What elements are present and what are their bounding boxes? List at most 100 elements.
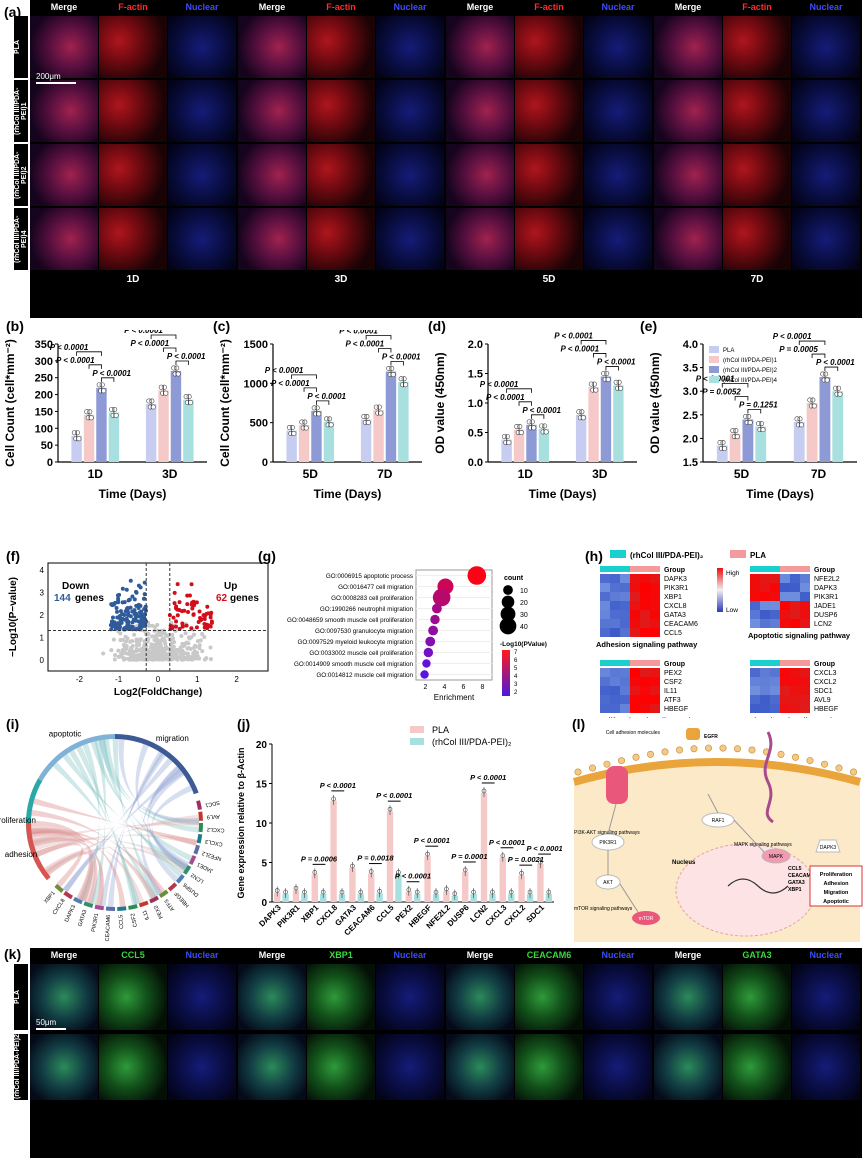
heatmap-cell	[770, 583, 780, 592]
od-chart-1d-3d: 0.0 0.5 1.0 1.5 2.0 OD value (450nm) Time (Day…	[433, 331, 637, 501]
panel-c-label: (c)	[213, 318, 231, 334]
down-point	[124, 587, 129, 592]
volcano-plot: -2 -1 0 1 2 0 1 2 3 4 Log2(FoldChange) −Log10(P−val…	[8, 562, 269, 698]
p-value-label: P < 0.0001	[271, 379, 310, 388]
membrane-bead	[690, 745, 698, 753]
heatmap-cell	[790, 583, 800, 592]
ns-point	[183, 631, 188, 636]
membrane-bead	[603, 760, 611, 768]
data-point	[580, 415, 586, 421]
membrane-bead	[617, 757, 625, 765]
channel-header: F-actin	[534, 2, 564, 12]
significance-bracket	[316, 400, 330, 405]
heatmap-cell	[600, 592, 610, 601]
micrograph-tile	[446, 16, 514, 78]
down-point	[126, 623, 131, 628]
heatmap-cell	[630, 628, 640, 637]
gene-arc	[182, 865, 192, 875]
gene-arc	[196, 800, 202, 810]
x-tick-label: 4	[443, 684, 447, 691]
micrograph-tile	[792, 16, 860, 78]
ns-point	[154, 649, 159, 654]
gene-label: DAPK3	[64, 904, 77, 923]
ns-point	[150, 634, 155, 639]
chord-ribbon	[76, 745, 138, 906]
data-point	[76, 436, 82, 442]
micrograph-tile	[30, 144, 98, 206]
heatmap-cell	[620, 610, 630, 619]
heatmap-cell	[630, 704, 640, 713]
heatmap-cell	[760, 592, 770, 601]
heatmap-cell	[760, 619, 770, 628]
ns-point	[149, 642, 154, 647]
go-bubble	[430, 614, 440, 625]
chord-ribbon	[147, 770, 185, 883]
gene-label: DUSP6	[182, 881, 200, 897]
group-bar	[800, 566, 810, 572]
micrograph-tile	[168, 1034, 236, 1100]
up-point	[174, 604, 179, 609]
channel-header: CEACAM6	[526, 950, 572, 960]
up-point	[172, 590, 177, 595]
gene-label: AVL9	[207, 813, 220, 820]
data-point	[87, 409, 93, 415]
data-point	[161, 384, 167, 390]
heatmap-cell	[640, 619, 650, 628]
up-label: Up	[224, 581, 237, 592]
legend-label: 30	[520, 612, 528, 619]
gene-label: IL11	[664, 688, 677, 695]
heatmap-cell	[650, 592, 660, 601]
micrograph-tile	[584, 16, 652, 78]
bar	[600, 376, 612, 462]
up-point	[182, 608, 187, 613]
up-point	[190, 606, 195, 611]
data-point	[88, 415, 94, 421]
arrow	[707, 793, 719, 814]
chord-ribbon	[112, 739, 161, 897]
heatmap-cell	[650, 619, 660, 628]
group-label: Group	[814, 567, 835, 574]
day-label: 3D	[238, 272, 444, 288]
data-point	[759, 421, 765, 427]
p-value-label: P < 0.0001	[376, 791, 412, 800]
legend-label: 10	[520, 588, 528, 595]
heatmap-cell	[750, 592, 760, 601]
channel-header: Merge	[258, 2, 286, 12]
chord-ribbon	[32, 835, 92, 901]
data-point	[823, 371, 829, 377]
down-point	[137, 610, 142, 615]
ns-point	[131, 649, 136, 654]
ns-point	[170, 633, 175, 638]
heatmap-cell	[610, 695, 620, 704]
down-point	[134, 589, 139, 594]
significance-bracket	[303, 387, 317, 392]
ns-point	[109, 648, 114, 653]
micrograph-tile	[238, 144, 306, 206]
legend-bubble	[503, 585, 513, 595]
ns-point	[135, 657, 140, 662]
heatmap-cell	[770, 610, 780, 619]
bar	[462, 871, 469, 902]
scale-bar-label: 200μm	[36, 72, 76, 84]
go-bubble	[425, 636, 436, 647]
x-axis-label: Time (Days)	[99, 487, 167, 501]
pathway-label: mTOR	[639, 916, 654, 922]
micrograph-tile	[654, 964, 722, 1030]
pathway-label: Cell adhesion molecules	[606, 730, 661, 736]
y-tick-label: 2.5	[683, 410, 698, 422]
bar	[170, 370, 182, 462]
row-label: PLA	[14, 16, 28, 78]
heatmap-cell	[760, 610, 770, 619]
heatmap-cell	[640, 583, 650, 592]
significance-bracket	[76, 351, 102, 356]
ns-point	[202, 635, 207, 640]
gene-label: NFE2L2	[201, 850, 222, 862]
heatmap-cell	[800, 610, 810, 619]
y-tick-label: 150	[35, 406, 53, 418]
up-point	[177, 626, 182, 631]
micrograph-tile	[99, 964, 167, 1030]
down-point	[125, 606, 130, 611]
row-label: (rhCol III/PDA-PEI)2	[14, 144, 28, 206]
mtor-node	[632, 911, 660, 925]
heatmap-cell	[790, 592, 800, 601]
